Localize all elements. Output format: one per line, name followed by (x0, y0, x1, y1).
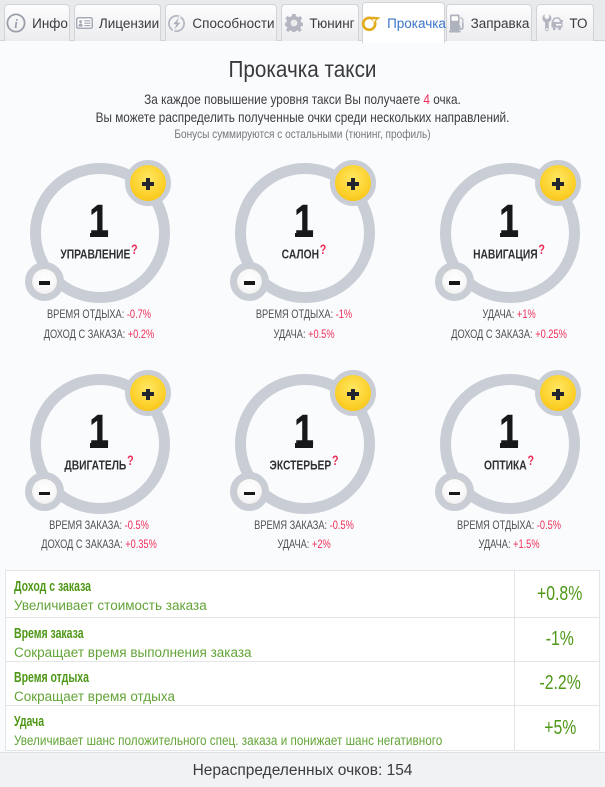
svg-text:i: i (14, 16, 18, 31)
